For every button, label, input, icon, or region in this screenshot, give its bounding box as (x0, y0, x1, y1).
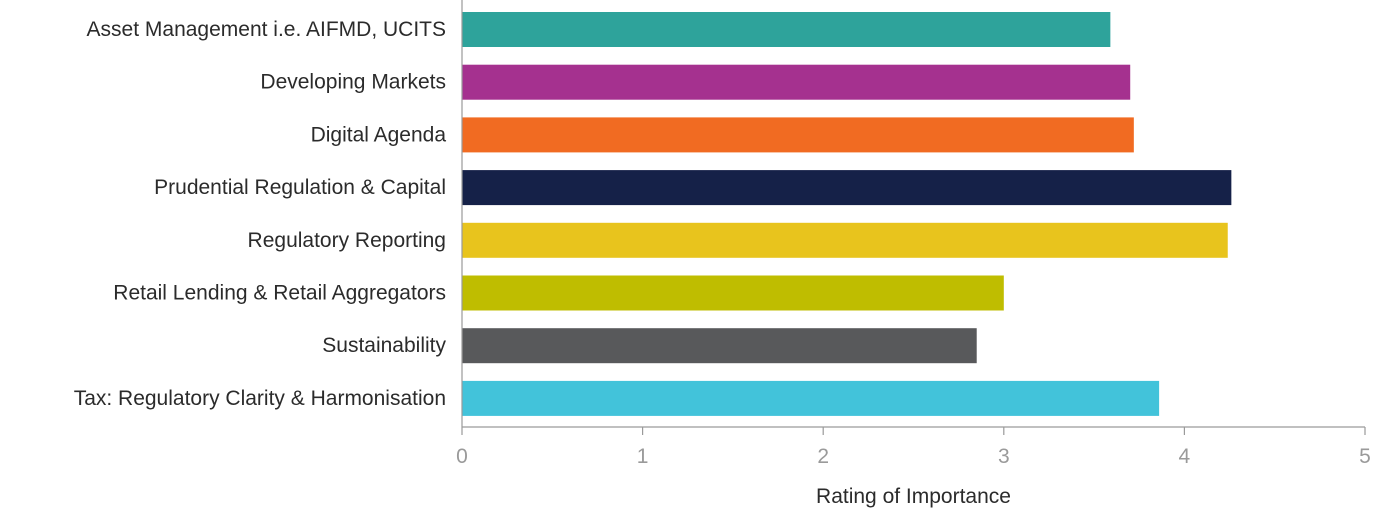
category-label: Regulatory Reporting (248, 229, 446, 252)
category-label: Retail Lending & Retail Aggregators (113, 282, 446, 305)
x-axis-ticks: 0 1 2 3 4 5 (456, 427, 1371, 468)
bar (462, 12, 1111, 47)
x-tick-label: 2 (817, 445, 829, 468)
bar (462, 380, 1160, 416)
category-label: Sustainability (322, 334, 446, 357)
bar (462, 275, 1004, 311)
category-label: Digital Agenda (311, 123, 447, 146)
x-tick-label: 5 (1359, 445, 1371, 468)
category-label: Asset Management i.e. AIFMD, UCITS (87, 18, 446, 41)
x-tick-label: 0 (456, 445, 468, 468)
x-axis-title: Rating of Importance (816, 485, 1011, 508)
category-labels: Asset Management i.e. AIFMD, UCITS Develo… (74, 18, 447, 410)
category-label: Developing Markets (260, 71, 446, 94)
category-label: Tax: Regulatory Clarity & Harmonisation (74, 387, 446, 410)
x-tick-label: 1 (637, 445, 649, 468)
bar (462, 328, 977, 364)
bar (462, 117, 1134, 153)
bar (462, 64, 1131, 100)
category-label: Prudential Regulation & Capital (154, 176, 446, 199)
x-tick-label: 3 (998, 445, 1010, 468)
bars-group (462, 12, 1232, 416)
bar (462, 170, 1232, 206)
x-tick-label: 4 (1179, 445, 1191, 468)
bar (462, 222, 1228, 258)
